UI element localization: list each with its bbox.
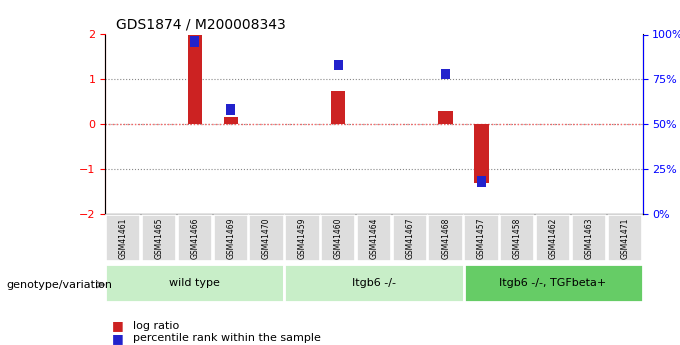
Text: Itgb6 -/-, TGFbeta+: Itgb6 -/-, TGFbeta+ (499, 278, 607, 288)
Text: GSM41467: GSM41467 (405, 217, 414, 259)
Text: GSM41460: GSM41460 (334, 217, 343, 259)
Bar (177, 215, 212, 261)
Text: GSM41463: GSM41463 (584, 217, 594, 259)
Text: GSM41470: GSM41470 (262, 217, 271, 259)
Text: GDS1874 / M200008343: GDS1874 / M200008343 (116, 18, 286, 32)
Bar (321, 215, 356, 261)
Bar (500, 215, 534, 261)
Text: GSM41464: GSM41464 (369, 217, 379, 259)
Bar (284, 264, 464, 302)
Bar (106, 215, 141, 261)
Text: GSM41457: GSM41457 (477, 217, 486, 259)
Bar (250, 215, 284, 261)
Bar (142, 215, 176, 261)
Text: ■: ■ (112, 319, 124, 333)
Bar (464, 215, 498, 261)
Text: wild type: wild type (169, 278, 220, 288)
Text: Itgb6 -/-: Itgb6 -/- (352, 278, 396, 288)
Bar (331, 90, 345, 124)
Bar (464, 264, 643, 302)
Text: GSM41465: GSM41465 (154, 217, 164, 259)
Bar (441, 69, 450, 79)
Bar (477, 176, 486, 187)
Text: GSM41459: GSM41459 (298, 217, 307, 259)
Text: GSM41466: GSM41466 (190, 217, 199, 259)
Text: GSM41468: GSM41468 (441, 217, 450, 259)
Text: GSM41469: GSM41469 (226, 217, 235, 259)
Text: GSM41458: GSM41458 (513, 217, 522, 259)
Text: percentile rank within the sample: percentile rank within the sample (133, 333, 320, 343)
Bar (224, 117, 238, 124)
Bar (188, 34, 202, 124)
Text: GSM41471: GSM41471 (620, 217, 629, 259)
Bar (474, 124, 489, 183)
Bar (439, 111, 453, 124)
Bar (392, 215, 427, 261)
Bar (226, 105, 235, 115)
Bar (428, 215, 463, 261)
Bar (334, 60, 343, 70)
Bar (357, 215, 391, 261)
Bar (285, 215, 320, 261)
Text: genotype/variation: genotype/variation (7, 280, 113, 289)
Bar (607, 215, 642, 261)
Text: log ratio: log ratio (133, 321, 179, 331)
Bar (536, 215, 571, 261)
Bar (190, 36, 199, 47)
Text: GSM41461: GSM41461 (119, 217, 128, 259)
Bar (572, 215, 606, 261)
Bar (214, 215, 248, 261)
Text: GSM41462: GSM41462 (549, 217, 558, 259)
Text: ■: ■ (112, 332, 124, 345)
Bar (105, 264, 284, 302)
